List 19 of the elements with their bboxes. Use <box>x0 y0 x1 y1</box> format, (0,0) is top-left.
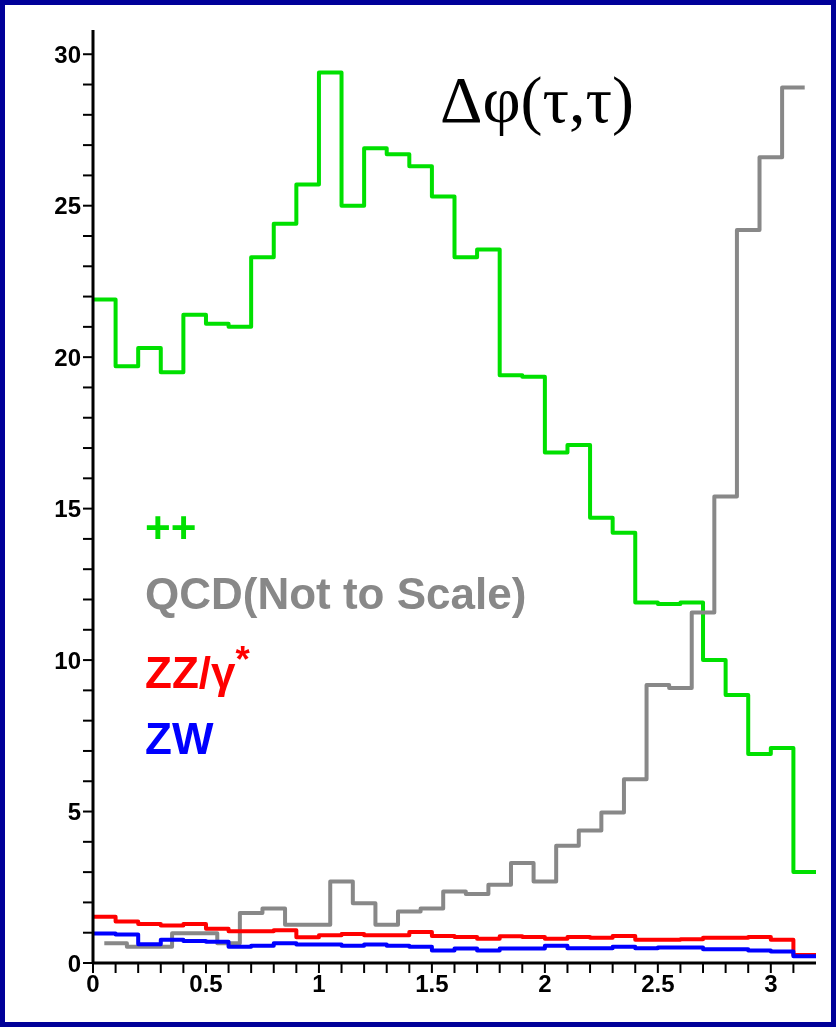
y-tick-label: 0 <box>67 949 81 977</box>
x-tick-label: 2.5 <box>641 970 675 998</box>
text: ZW <box>145 712 215 765</box>
x-tick-label: 2 <box>538 970 552 998</box>
x-tick-label: 0.5 <box>189 970 223 998</box>
y-tick-label: 20 <box>54 343 81 371</box>
y-tick-label: 5 <box>67 798 81 826</box>
x-tick-label: 0 <box>86 970 100 998</box>
x-tick-label: 3 <box>764 970 778 998</box>
y-tick-label: 10 <box>54 646 81 674</box>
x-tick-label: 1 <box>312 970 326 998</box>
y-tick-label: 30 <box>54 40 81 68</box>
y-tick-label: 25 <box>54 192 81 220</box>
text: Δφ(τ,τ) <box>440 62 635 138</box>
text: ++ <box>145 502 198 554</box>
x-tick-label: 1.5 <box>415 970 449 998</box>
text: ZZ/γ$^{*}$ <box>145 638 251 699</box>
y-tick-label: 15 <box>54 495 81 523</box>
text: QCD(Not to Scale) <box>145 568 527 620</box>
